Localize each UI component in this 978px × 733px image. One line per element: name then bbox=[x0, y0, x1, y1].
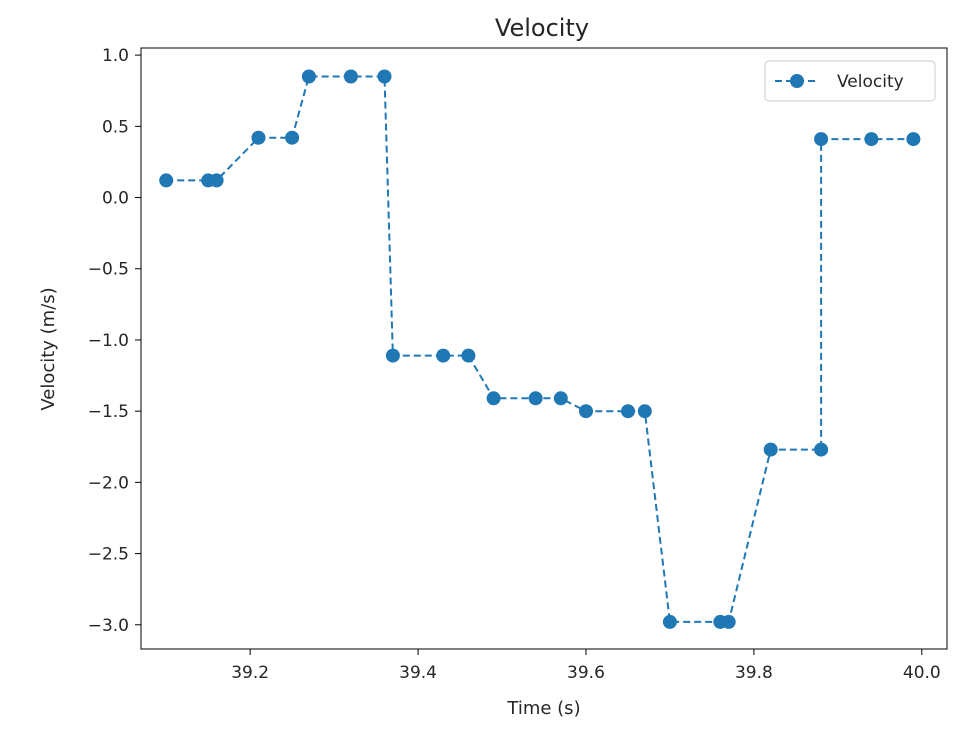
plot-area bbox=[140, 47, 948, 650]
data-point bbox=[814, 442, 829, 457]
y-tick-label: 0.0 bbox=[102, 189, 129, 209]
data-point bbox=[251, 130, 266, 145]
y-axis-label: Velocity (m/s) bbox=[38, 287, 59, 410]
y-tick-label: −0.5 bbox=[88, 260, 129, 280]
data-point bbox=[301, 69, 316, 84]
legend-box bbox=[764, 60, 936, 102]
data-point bbox=[436, 348, 451, 363]
data-point bbox=[285, 130, 300, 145]
data-point bbox=[209, 173, 224, 188]
legend-label: Velocity bbox=[837, 72, 904, 92]
x-axis: 39.2 39.4 39.6 39.8 40.0 bbox=[231, 649, 941, 683]
data-point bbox=[637, 404, 652, 419]
data-point bbox=[579, 404, 593, 419]
x-tick-label: 39.4 bbox=[399, 663, 437, 683]
x-tick-label: 40.0 bbox=[903, 663, 941, 683]
data-point bbox=[906, 132, 921, 147]
legend-marker bbox=[790, 74, 804, 88]
series-velocity bbox=[159, 69, 921, 629]
y-tick-label: −2.5 bbox=[88, 545, 129, 565]
y-tick-label: −3.0 bbox=[88, 616, 129, 636]
data-point bbox=[864, 132, 879, 147]
data-point bbox=[763, 442, 778, 457]
data-point bbox=[486, 391, 501, 406]
x-tick-label: 39.2 bbox=[231, 663, 269, 683]
data-point bbox=[461, 348, 476, 363]
y-tick-label: 0.5 bbox=[102, 117, 129, 137]
x-axis-label: Time (s) bbox=[506, 698, 580, 719]
y-tick-label: −2.0 bbox=[88, 473, 129, 493]
chart-title: Velocity bbox=[495, 14, 589, 42]
y-tick-label: −1.0 bbox=[88, 331, 129, 351]
data-point bbox=[721, 614, 736, 629]
data-point bbox=[385, 348, 400, 363]
y-tick-label: 1.0 bbox=[102, 46, 129, 66]
data-point bbox=[528, 391, 543, 406]
y-axis: 1.0 0.5 0.0 −0.5 −1.0 −1.5 −2.0 −2.5 −3.0 bbox=[88, 46, 141, 636]
y-tick-label: −1.5 bbox=[88, 402, 129, 422]
data-point bbox=[621, 404, 635, 419]
data-point bbox=[377, 69, 392, 84]
data-point bbox=[159, 173, 174, 188]
data-point bbox=[814, 132, 829, 147]
data-point bbox=[343, 69, 358, 84]
x-tick-label: 39.8 bbox=[735, 663, 773, 683]
x-tick-label: 39.6 bbox=[567, 663, 605, 683]
data-point bbox=[553, 391, 568, 406]
data-point bbox=[662, 614, 677, 629]
legend: Velocity bbox=[764, 60, 936, 102]
